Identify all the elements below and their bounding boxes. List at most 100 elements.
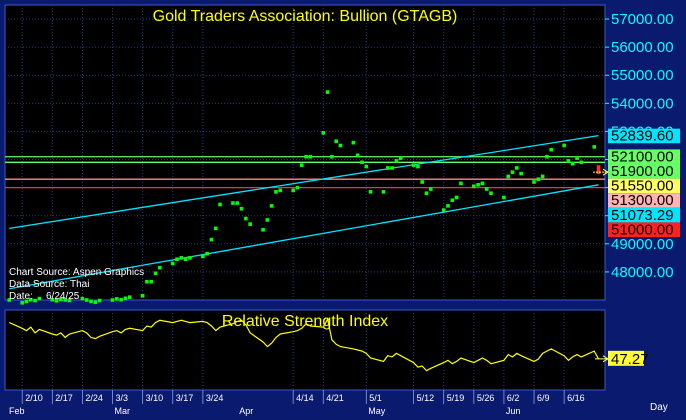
date-axis-label: 3/17 — [176, 393, 194, 403]
x-axis-unit-label: Day — [650, 402, 668, 413]
price-point — [515, 166, 519, 170]
price-point — [308, 154, 313, 159]
price-point — [20, 301, 25, 305]
price-point — [334, 139, 338, 144]
price-axis-label: 54000.00 — [611, 95, 674, 112]
level-label-text: 51300.00 — [611, 192, 674, 209]
price-point — [545, 154, 549, 159]
price-point — [123, 296, 128, 301]
price-point — [368, 190, 373, 194]
price-axis-label: 48000.00 — [611, 264, 674, 281]
date-axis-label: 2/10 — [25, 393, 43, 403]
price-point — [218, 202, 222, 207]
price-point — [265, 218, 270, 222]
price-point — [29, 297, 33, 302]
level-label-box — [608, 193, 680, 208]
price-point — [50, 297, 55, 302]
price-point — [441, 208, 446, 212]
level-label-box — [608, 128, 680, 144]
date-axis-label: 2/17 — [55, 393, 73, 403]
rsi-plot-area — [4, 309, 606, 391]
level-label-box — [608, 149, 680, 165]
price-point — [127, 295, 132, 299]
date-axis-label: 5/1 — [369, 393, 382, 403]
date-axis-label: 5/26 — [477, 393, 495, 403]
price-point — [424, 191, 429, 196]
price-point — [338, 143, 343, 148]
price-point — [330, 154, 334, 159]
price-point — [115, 297, 119, 301]
price-point — [450, 198, 455, 203]
price-point — [291, 188, 295, 193]
date-axis-label: 6/9 — [537, 393, 550, 403]
price-axis-label: 56000.00 — [611, 39, 674, 56]
level-label-box — [608, 222, 680, 238]
level-label-text: 51900.00 — [611, 163, 674, 180]
month-axis-label: Mar — [115, 406, 131, 416]
date-axis-label: 3/10 — [146, 393, 164, 403]
date-axis-label: 5/12 — [417, 393, 435, 403]
price-point — [63, 298, 68, 302]
price-point — [506, 174, 511, 179]
price-point — [575, 156, 579, 160]
price-point — [489, 191, 493, 196]
price-point — [416, 164, 420, 169]
price-point — [93, 300, 98, 305]
price-point — [429, 187, 433, 191]
price-point — [360, 160, 364, 165]
level-label-text: 51550.00 — [611, 178, 674, 195]
price-point — [536, 177, 541, 181]
rsi-last-box — [608, 350, 644, 366]
price-point — [59, 297, 63, 302]
price-point — [140, 293, 145, 298]
price-point — [261, 227, 265, 232]
rsi-chart-title: Relative Strength Index — [222, 313, 388, 330]
date-axis-label: 2/24 — [85, 393, 103, 403]
price-point — [213, 226, 218, 231]
price-point — [592, 145, 597, 149]
price-point — [299, 163, 304, 167]
price-point — [398, 156, 403, 160]
price-point — [390, 166, 394, 170]
rsi-last-label: 47.27 — [611, 351, 649, 368]
channel-line — [9, 135, 599, 229]
price-point — [532, 180, 536, 184]
price-point — [209, 237, 214, 242]
price-point — [145, 279, 149, 284]
price-point — [510, 170, 515, 174]
month-axis-label: Apr — [239, 406, 253, 416]
date-axis-label: 4/14 — [296, 393, 314, 403]
price-point — [446, 204, 450, 208]
price-point — [269, 204, 274, 208]
price-point — [480, 181, 485, 186]
date-note-value: 6/24/25 — [46, 291, 80, 302]
price-point — [355, 153, 360, 158]
price-point — [540, 174, 545, 179]
date-axis-label: 3/3 — [116, 393, 129, 403]
price-point — [274, 190, 278, 194]
price-point — [484, 187, 489, 191]
price-point — [304, 154, 308, 159]
price-point — [295, 185, 300, 190]
last-price-marker — [596, 165, 601, 175]
price-point — [394, 159, 399, 163]
price-point — [476, 183, 480, 187]
rsi-line — [9, 317, 600, 372]
price-point — [33, 298, 37, 303]
month-axis-label: May — [368, 406, 386, 416]
price-point — [201, 254, 205, 259]
price-point — [562, 143, 566, 148]
price-point — [566, 159, 571, 163]
price-point — [248, 222, 252, 226]
price-point — [67, 298, 72, 303]
price-point — [351, 140, 356, 145]
price-point — [158, 265, 162, 270]
price-point — [235, 201, 240, 205]
price-point — [278, 188, 283, 193]
level-label-box — [608, 164, 680, 179]
price-plot-area — [4, 4, 606, 301]
price-point — [502, 195, 506, 200]
level-label-box — [608, 178, 680, 194]
price-point — [149, 279, 154, 284]
